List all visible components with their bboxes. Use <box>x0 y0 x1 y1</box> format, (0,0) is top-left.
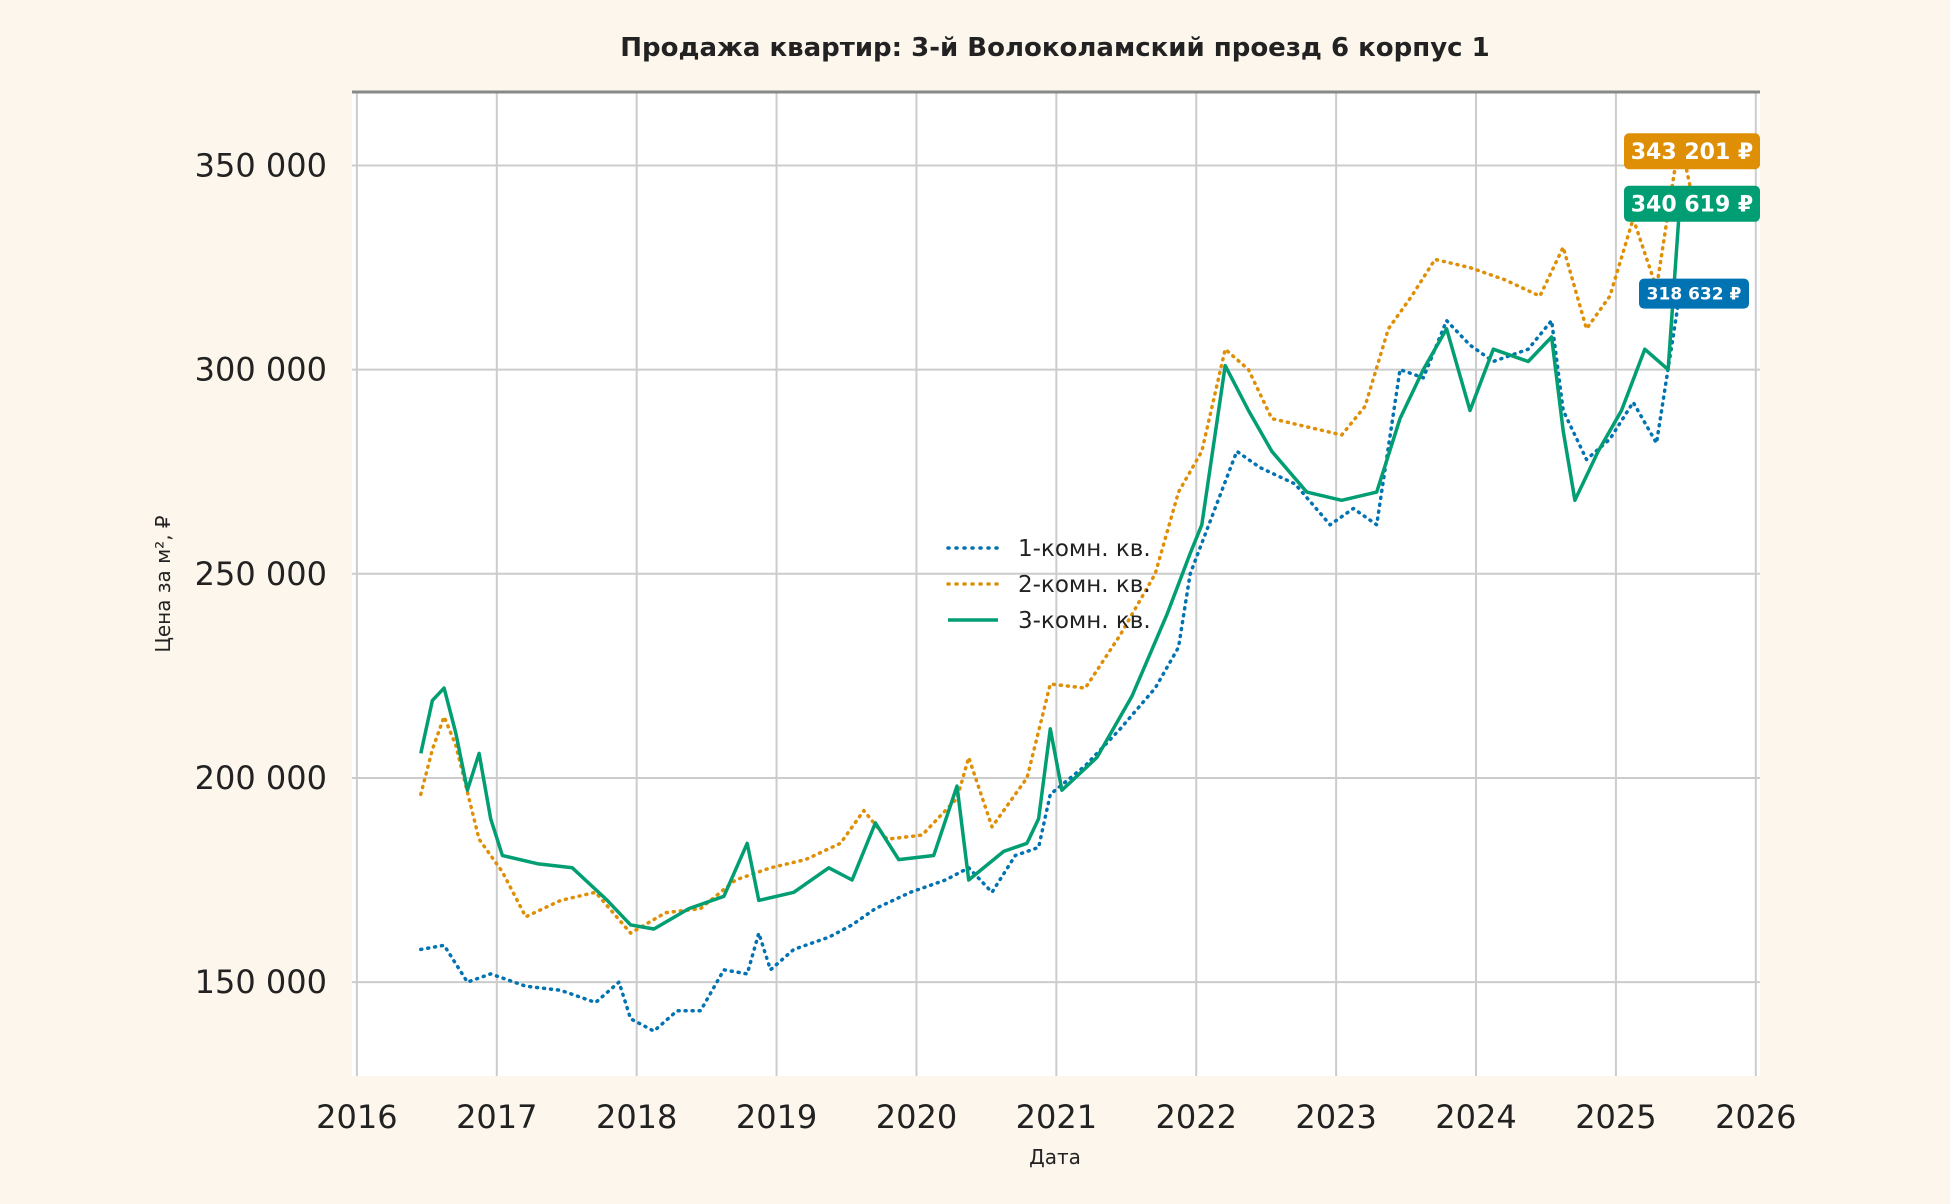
last-value-badge-2: 343 201 ₽ <box>1624 133 1760 170</box>
badge-value: 343 201 ₽ <box>1631 140 1753 165</box>
legend-label-1: 1-комн. кв. <box>1018 536 1151 562</box>
x-tick-label: 2017 <box>456 1098 537 1136</box>
badge-value: 340 619 ₽ <box>1631 193 1753 218</box>
badge-background <box>1624 185 1760 222</box>
last-value-badge-3: 340 619 ₽ <box>1624 185 1760 222</box>
badge-background <box>1639 278 1749 309</box>
x-axis-label: Дата <box>1029 1145 1081 1169</box>
series-line-2 <box>419 135 1694 935</box>
x-tick-label: 2025 <box>1575 1098 1656 1136</box>
x-tick-label: 2019 <box>736 1098 817 1136</box>
x-tick-label: 2026 <box>1715 1098 1796 1136</box>
x-tick-label: 2022 <box>1156 1098 1237 1136</box>
x-tick-label: 2018 <box>596 1098 677 1136</box>
x-tick-label: 2016 <box>316 1098 397 1136</box>
y-tick-label: 250 000 <box>195 555 327 593</box>
last-value-badge-1: 318 632 ₽ <box>1639 278 1749 309</box>
series-line-3 <box>419 203 1682 931</box>
y-axis-label: Цена за м², ₽ <box>151 515 175 653</box>
x-tick-label: 2023 <box>1295 1098 1376 1136</box>
legend-label-3: 3-комн. кв. <box>1018 608 1151 634</box>
x-tick-label: 2024 <box>1435 1098 1516 1136</box>
y-tick-label: 200 000 <box>195 759 327 797</box>
chart-title: Продажа квартир: 3-й Волоколамский проез… <box>620 33 1489 63</box>
y-tick-label: 300 000 <box>195 351 327 389</box>
badge-value: 318 632 ₽ <box>1647 285 1742 305</box>
y-tick-label: 350 000 <box>195 146 327 184</box>
x-tick-label: 2020 <box>876 1098 957 1136</box>
y-tick-label: 150 000 <box>195 963 327 1001</box>
badge-background <box>1624 133 1760 170</box>
series-line-1 <box>419 291 1682 1033</box>
legend-label-2: 2-комн. кв. <box>1018 572 1151 598</box>
x-tick-label: 2021 <box>1016 1098 1097 1136</box>
legend: 1-комн. кв. 2-комн. кв. 3-комн. кв. <box>946 536 1151 634</box>
